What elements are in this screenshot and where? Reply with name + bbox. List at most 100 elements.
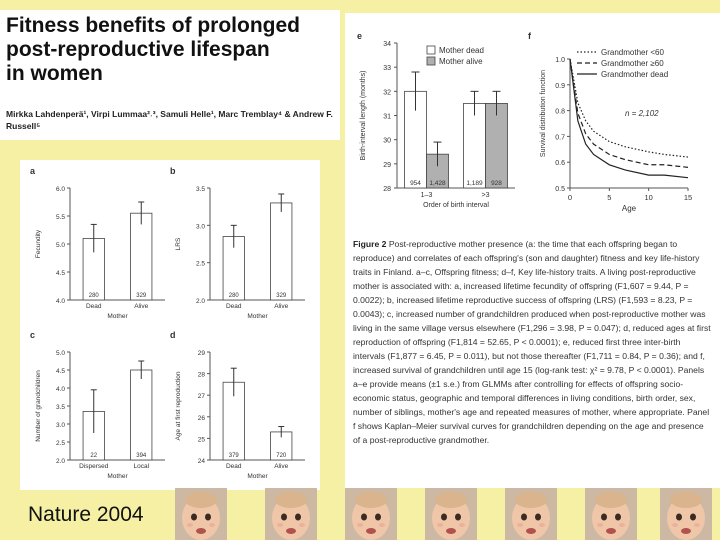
y-tick-label-b: 3.5: [196, 186, 205, 193]
title-line-1: Fitness benefits of prolonged: [6, 14, 301, 37]
baby-face-icon: [175, 488, 227, 540]
y-tick-label-d: 28: [198, 372, 206, 379]
y-tick-label-e: 33: [383, 65, 391, 72]
y-tick-label-b: 2.0: [196, 298, 205, 305]
y-tick-label-f: 0.5: [555, 186, 565, 193]
y-tick-label-c: 2.0: [56, 458, 65, 465]
baby-face-icon: [585, 488, 637, 540]
figure-caption: Figure 2 Post-reproductive mother presen…: [353, 237, 713, 447]
baby-face-icon: [265, 488, 317, 540]
figure-right-svg: e 28 29 30 31 32 33 34 Birth-interval length (mo…: [357, 31, 692, 213]
bar-e-1-0: [463, 103, 486, 189]
chart-panel-a: a 4.0 4.5 5.0 5.5 6.0 Fecundity 280 Dead 329 Alive…: [30, 166, 165, 320]
y-tick-label-f: 0.6: [555, 160, 565, 167]
sample-size-a-1: 329: [136, 293, 147, 299]
legend-label-f-1: Grandmother ≥60: [601, 59, 664, 68]
sample-size-e: 1,428: [429, 180, 446, 187]
panel-letter-a: a: [30, 166, 36, 176]
paper-header: Fitness benefits of prolonged post-repro…: [0, 10, 340, 140]
figure-panels-right: e 28 29 30 31 32 33 34 Birth-interval length (mo…: [345, 13, 720, 488]
y-tick-label-f: 0.7: [555, 134, 565, 141]
sample-size-d-0: 379: [229, 453, 240, 459]
y-axis-label-f: Survival distribution function: [540, 70, 547, 157]
y-tick-label-c: 3.0: [56, 422, 65, 429]
y-tick-label-e: 31: [383, 114, 391, 121]
chart-panel-c: c 2.0 2.5 3.0 3.5 4.0 4.5 5.0 Number of grandchi…: [30, 330, 165, 480]
legend-swatch-e-1: [426, 56, 436, 66]
baby-face-icon: [660, 488, 712, 540]
category-label-a-1: Alive: [134, 303, 148, 310]
y-tick-label-b: 3.0: [196, 223, 205, 230]
legend-label-e-1: Mother alive: [439, 57, 483, 66]
title-line-2: post-reproductive lifespan: [6, 38, 270, 61]
y-tick-label-c: 3.5: [56, 404, 65, 411]
x-tick-label-f: 0: [568, 193, 572, 202]
sample-size-e: 928: [491, 180, 502, 187]
panel-letter-e: e: [357, 31, 362, 41]
y-tick-label-c: 5.0: [56, 350, 65, 357]
y-tick-label-e: 30: [383, 138, 391, 145]
category-label-d-1: Alive: [274, 463, 288, 470]
baby-photo: [425, 488, 477, 540]
y-tick-label-e: 29: [383, 162, 391, 169]
baby-photo: [265, 488, 317, 540]
y-axis-label-c: Number of grandchildren: [35, 370, 42, 442]
x-axis-label-f: Age: [622, 204, 637, 213]
baby-photo: [345, 488, 397, 540]
category-label-e-1: >3: [482, 192, 490, 199]
y-tick-label-c: 4.5: [56, 368, 65, 375]
y-tick-label-c: 4.0: [56, 386, 65, 393]
y-tick-label-a: 4.0: [56, 298, 65, 305]
baby-photo: [175, 488, 227, 540]
y-tick-label-d: 27: [198, 393, 206, 400]
x-axis-label-b: Mother: [247, 313, 268, 320]
y-tick-label-f: 0.9: [555, 83, 565, 90]
bar-b-1: [270, 202, 293, 301]
y-tick-label-b: 2.5: [196, 261, 205, 268]
baby-photo: [585, 488, 637, 540]
sample-size-e: 954: [410, 180, 421, 187]
y-tick-label-e: 32: [383, 89, 391, 96]
legend-label-f-2: Grandmother dead: [601, 70, 668, 79]
y-tick-label-f: 0.8: [555, 109, 565, 116]
paper-authors: Mirkka Lahdenperä¹, Virpi Lummaa²˒³, Sam…: [6, 109, 333, 131]
y-tick-label-e: 34: [383, 41, 391, 48]
chart-panel-e: e 28 29 30 31 32 33 34 Birth-interval length (mo…: [357, 31, 515, 209]
category-label-b-1: Alive: [274, 303, 288, 310]
y-tick-label-a: 5.5: [56, 214, 65, 221]
category-label-a-0: Dead: [86, 303, 102, 310]
bar-e-1-1: [485, 103, 508, 189]
sample-size-b-0: 280: [229, 293, 240, 299]
source-label: Nature 2004: [28, 503, 144, 526]
title-line-3: in women: [6, 62, 103, 85]
y-axis-label-b: LRS: [175, 237, 182, 250]
legend-swatch-e-0: [426, 45, 436, 55]
baby-face-icon: [505, 488, 557, 540]
chart-panel-f: f 0.5 0.6 0.7 0.8 0.9 1.0 0 5 10 15 Age Survival dis…: [528, 31, 692, 213]
x-axis-label-d: Mother: [247, 473, 268, 480]
y-tick-label-a: 6.0: [56, 186, 65, 193]
survival-curve-1: [569, 58, 689, 168]
sample-size-b-1: 329: [276, 293, 287, 299]
y-tick-label-a: 5.0: [56, 242, 65, 249]
baby-face-icon: [425, 488, 477, 540]
caption-label: Figure 2: [353, 239, 387, 249]
bar-a-1: [130, 212, 153, 301]
category-label-c-0: Dispersed: [79, 463, 109, 470]
survival-curve-0: [569, 58, 689, 158]
x-tick-label-f: 10: [644, 193, 652, 202]
panel-letter-b: b: [170, 166, 176, 176]
paper-title: Fitness benefits of prolonged post-repro…: [6, 14, 336, 86]
x-axis-label-a: Mother: [107, 313, 128, 320]
y-tick-label-d: 26: [198, 415, 206, 422]
x-tick-label-f: 15: [684, 193, 692, 202]
chart-panel-d: d 24 25 26 27 28 29 Age at first reproduction 37…: [170, 330, 305, 480]
sample-size-e: 1,189: [466, 180, 483, 187]
baby-face-icon: [345, 488, 397, 540]
category-label-d-0: Dead: [226, 463, 242, 470]
y-axis-label-d: Age at first reproduction: [175, 371, 182, 440]
x-axis-label-e: Order of birth interval: [423, 202, 489, 209]
legend-label-e-0: Mother dead: [439, 46, 484, 55]
caption-text: Post-reproductive mother presence (a: th…: [353, 239, 711, 445]
legend-label-f-0: Grandmother <60: [601, 48, 664, 57]
